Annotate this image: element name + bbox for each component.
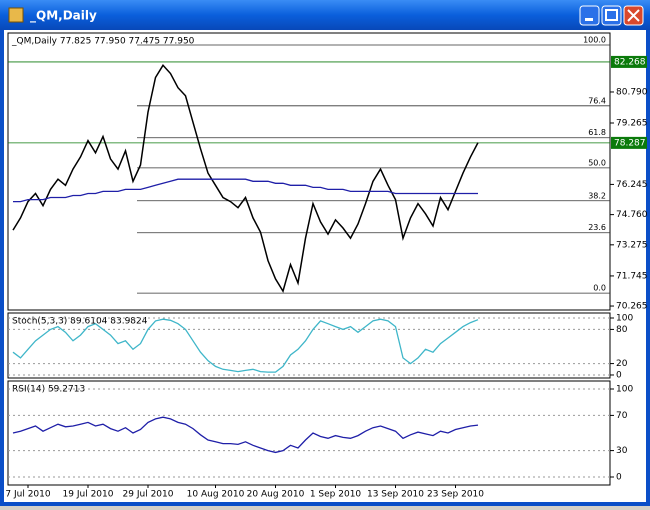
y-tick-label: 0 (616, 370, 622, 380)
fib-label: 0.0 (593, 284, 606, 293)
maximize-button[interactable] (601, 5, 622, 26)
y-tick-label: 100 (616, 385, 633, 395)
price-marker-label: 82.268 (614, 57, 646, 67)
x-tick-label: 10 Aug 2010 (187, 490, 245, 500)
y-tick-label: 30 (616, 446, 628, 456)
price-marker (611, 55, 647, 68)
title-bar (0, 0, 650, 30)
y-tick-label: 73.275 (616, 240, 648, 250)
x-tick-label: 29 Jul 2010 (123, 490, 174, 500)
y-tick-label: 70.265 (616, 302, 648, 312)
series-line (13, 178, 478, 203)
price-marker (611, 136, 647, 149)
y-tick-label: 80 (616, 325, 628, 335)
y-tick-label: 71.745 (616, 271, 648, 281)
price-marker-label: 78.287 (614, 138, 646, 148)
minimize-button[interactable] (579, 5, 600, 26)
y-tick-label: 100 (616, 314, 633, 324)
window-title: _QM,Daily (30, 9, 97, 24)
maximize-icon (605, 9, 618, 21)
pane-title: _QM,Daily 77.825 77.950 77.475 77.950 (11, 37, 195, 47)
fib-label: 38.2 (588, 191, 606, 200)
series-line (12, 416, 479, 454)
plot: _QM,Daily 77.825 77.950 77.475 77.950 80.… (5, 32, 648, 500)
pane-frame (7, 380, 611, 486)
series-line (12, 64, 479, 293)
fib-label: 61.8 (588, 128, 606, 137)
x-tick-label: 1 Sep 2010 (310, 490, 362, 500)
pane-frame (7, 312, 611, 379)
x-tick-label: 13 Sep 2010 (367, 490, 424, 500)
x-tick-label: 7 Jul 2010 (5, 490, 50, 500)
y-tick-label: 74.760 (616, 210, 648, 220)
y-tick-label: 79.265 (616, 118, 648, 128)
minimize-icon (585, 18, 593, 21)
y-tick-label: 80.790 (616, 87, 648, 97)
fib-label: 76.4 (588, 96, 606, 105)
chart-area (4, 30, 646, 502)
y-tick-label: 20 (616, 359, 628, 369)
x-tick-label: 20 Aug 2010 (247, 490, 305, 500)
pane-frame (7, 32, 611, 311)
close-icon (627, 9, 640, 22)
x-tick-label: 23 Sep 2010 (427, 490, 484, 500)
y-tick-label: 70 (616, 411, 628, 421)
y-tick-label: 0 (616, 472, 622, 482)
y-tick-label: 76.245 (616, 180, 648, 190)
window-icon (8, 7, 24, 23)
pane-title: Stoch(5,3,3) 89.6104 83.9824 (12, 317, 148, 327)
fib-label: 100.0 (583, 35, 606, 44)
x-tick-label: 19 Jul 2010 (63, 490, 114, 500)
fib-label: 50.0 (588, 158, 606, 167)
series-line (12, 318, 479, 373)
fib-label: 23.6 (588, 223, 606, 232)
